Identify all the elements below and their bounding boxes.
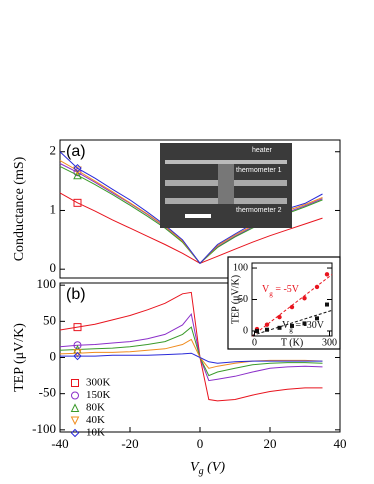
legend-label: 10K bbox=[86, 427, 105, 439]
legend-label: 80K bbox=[86, 402, 105, 414]
sem-sample bbox=[218, 164, 234, 204]
x-axis-label-part: (V) bbox=[204, 460, 226, 475]
sem-electrode bbox=[165, 180, 220, 186]
annotation-part: = -5V bbox=[273, 284, 300, 295]
plot-frame bbox=[59, 282, 341, 433]
panel-label: (b) bbox=[66, 286, 86, 303]
annotation: Vg = -30V bbox=[282, 320, 325, 333]
annotation-part: V bbox=[282, 320, 290, 331]
y-tick-label: 100 bbox=[37, 276, 57, 291]
legend-label: 40K bbox=[86, 414, 105, 426]
legend-label: 150K bbox=[86, 389, 111, 401]
x-tick-label: 0 bbox=[252, 337, 257, 348]
sem-electrode bbox=[232, 180, 287, 186]
x-axis-label-part: V bbox=[190, 460, 200, 475]
marker bbox=[71, 379, 79, 387]
sem-label: thermometer 2 bbox=[236, 207, 282, 214]
sem-label: heater bbox=[252, 147, 273, 154]
panel-label: (a) bbox=[66, 143, 86, 160]
y-tick-label: 100 bbox=[233, 262, 248, 273]
point bbox=[302, 296, 307, 301]
point bbox=[255, 328, 259, 333]
marker bbox=[73, 170, 82, 180]
y-tick-label: 50 bbox=[43, 312, 56, 327]
y-tick-label: 1 bbox=[50, 201, 57, 216]
sem-label: thermometer 1 bbox=[236, 167, 282, 174]
sem-electrode bbox=[232, 198, 287, 204]
inset-background bbox=[227, 256, 341, 350]
marker bbox=[73, 349, 82, 358]
marker bbox=[73, 341, 82, 350]
x-tick-label: -20 bbox=[121, 436, 138, 451]
point bbox=[290, 323, 294, 328]
y-tick-label: 0 bbox=[50, 348, 57, 363]
annotation: Vg = -5V bbox=[262, 284, 300, 297]
x-axis-label: T (K) bbox=[281, 337, 303, 348]
y-axis-label: TEP (μV/K) bbox=[230, 275, 241, 324]
x-axis-label-part: g bbox=[199, 466, 204, 477]
y-tick-label: 50 bbox=[238, 294, 248, 305]
marker bbox=[73, 351, 82, 361]
series-line bbox=[59, 312, 323, 382]
y-tick-label: 0 bbox=[50, 260, 57, 275]
marker bbox=[73, 198, 82, 207]
point bbox=[277, 325, 282, 330]
sem-image: heater thermometer 1 thermometer 2 bbox=[160, 143, 292, 228]
annotation-part: = -30V bbox=[293, 320, 325, 331]
scale-bar bbox=[185, 214, 211, 218]
y-tick-label: -50 bbox=[39, 385, 56, 400]
series-line bbox=[59, 291, 323, 402]
point bbox=[277, 314, 282, 320]
legend-label: 300K bbox=[86, 377, 111, 389]
point bbox=[265, 327, 269, 332]
point bbox=[325, 302, 329, 307]
series-line bbox=[59, 338, 323, 369]
plot-frame bbox=[251, 262, 333, 337]
series-line bbox=[59, 192, 323, 264]
marker bbox=[71, 391, 79, 400]
plot-frame bbox=[59, 139, 341, 279]
marker bbox=[73, 323, 82, 332]
fit-line bbox=[251, 309, 333, 337]
y-axis-label: TEP (μV/K) bbox=[12, 323, 27, 392]
annotation-part: g bbox=[289, 326, 293, 334]
y-axis-label: Conductance (mS) bbox=[12, 156, 27, 261]
x-axis-label: Vg (V) bbox=[190, 460, 225, 477]
x-tick-label: -40 bbox=[51, 436, 68, 451]
point bbox=[324, 272, 330, 277]
x-tick-label: 40 bbox=[334, 436, 347, 451]
point bbox=[315, 316, 319, 321]
series-line bbox=[59, 326, 323, 377]
annotation-part: V bbox=[262, 284, 270, 295]
y-tick-label: 2 bbox=[50, 143, 57, 158]
point bbox=[314, 284, 320, 290]
y-tick-label: 0 bbox=[243, 325, 248, 336]
sem-electrode bbox=[165, 160, 287, 164]
marker bbox=[70, 416, 80, 426]
x-tick-label: 20 bbox=[264, 436, 277, 451]
annotation-part: g bbox=[269, 290, 273, 298]
x-tick-label: 0 bbox=[197, 436, 204, 451]
marker bbox=[73, 163, 82, 173]
marker bbox=[70, 428, 80, 438]
point bbox=[302, 321, 307, 326]
marker bbox=[70, 403, 80, 412]
point bbox=[264, 322, 270, 327]
series-line bbox=[60, 352, 323, 364]
sem-electrode bbox=[165, 198, 220, 204]
point bbox=[289, 304, 295, 310]
y-tick-label: -100 bbox=[32, 421, 56, 436]
x-tick-label: 300 bbox=[322, 337, 337, 348]
